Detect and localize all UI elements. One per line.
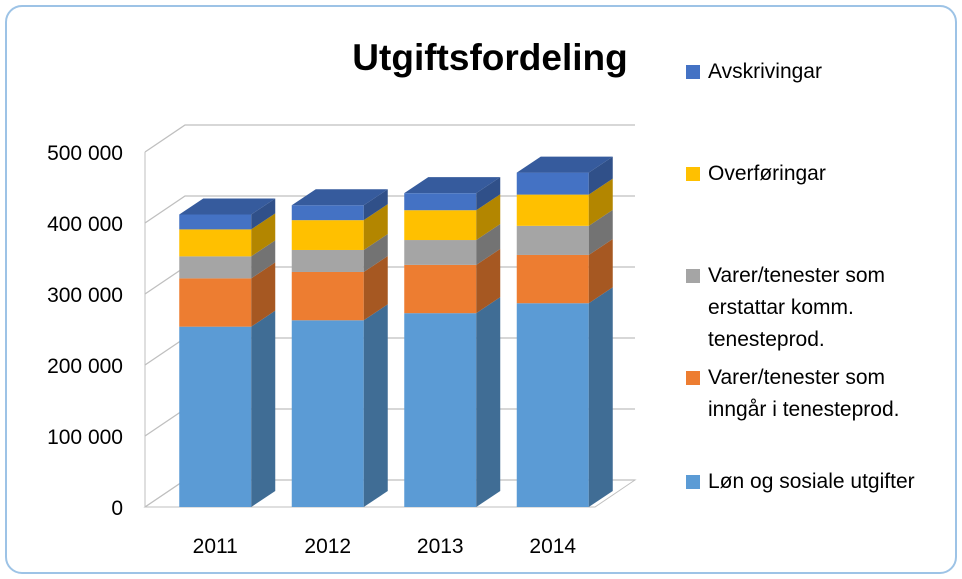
y-tick-label: 0	[111, 497, 123, 520]
legend-item: Overføringar	[686, 158, 923, 190]
bar-segment-side	[363, 204, 388, 250]
bar-segment	[179, 278, 252, 327]
y-tick-label: 500 000	[47, 142, 123, 165]
bar-top	[404, 177, 501, 194]
bar-top	[291, 189, 388, 206]
bar-segment	[516, 254, 589, 304]
bar-segment-side	[588, 156, 613, 195]
bar-segment-side	[363, 189, 388, 221]
bar-segment	[179, 214, 252, 230]
legend-item: Løn og sosiale utgifter	[686, 466, 962, 498]
x-tick-label: 2014	[529, 535, 576, 558]
bar-segment-side	[588, 238, 613, 304]
bar-top	[179, 198, 276, 215]
bar-segment-side	[588, 287, 613, 507]
bar-segment-side	[363, 304, 388, 507]
legend-item: Avskrivingar	[686, 56, 923, 88]
bar-segment-side	[588, 178, 613, 226]
y-tick-label: 200 000	[47, 355, 123, 378]
bar-segment-side	[476, 297, 501, 507]
legend-swatch	[686, 371, 700, 385]
legend-item: Varer/tenester som erstattar komm. tenes…	[686, 260, 923, 356]
bar-segment	[291, 220, 364, 250]
bar-segment	[516, 303, 589, 507]
bar-segment	[291, 249, 364, 272]
bar-segment	[291, 271, 364, 321]
bar-segment-side	[588, 209, 613, 255]
legend-label: Løn og sosiale utgifter	[708, 470, 915, 493]
legend-label: Avskrivingar	[708, 60, 822, 83]
x-tick-label: 2012	[304, 535, 351, 558]
bar-segment-side	[476, 248, 501, 314]
chart-title: Utgiftsfordeling	[352, 37, 627, 78]
legend-item: Varer/tenester som inngår i tenesteprod.	[686, 362, 923, 426]
bar-segment	[404, 210, 477, 241]
legend-swatch	[686, 167, 700, 181]
y-tick-label: 400 000	[47, 213, 123, 236]
bar-segment	[404, 313, 477, 507]
x-tick-label: 2011	[193, 535, 238, 558]
bar-segment-side	[251, 198, 276, 230]
bar-segment	[404, 193, 477, 211]
bar-segment	[291, 320, 364, 507]
bar-top	[516, 156, 613, 173]
legend-swatch	[686, 269, 700, 283]
legend-label: Varer/tenester som erstattar komm. tenes…	[708, 264, 886, 351]
bar-segment	[179, 229, 252, 257]
bar-segment	[291, 205, 364, 221]
bar-segment-side	[251, 213, 276, 257]
legend-label: Overføringar	[708, 162, 826, 185]
bar-segment-side	[476, 194, 501, 241]
bar-segment-side	[363, 233, 388, 272]
grid-line	[144, 124, 635, 153]
bar-segment-side	[251, 240, 276, 279]
bar-segment	[404, 240, 477, 265]
bar-segment-side	[363, 255, 388, 321]
bar-segment	[179, 326, 252, 507]
bar-segment-side	[476, 224, 501, 265]
bar-segment-side	[251, 310, 276, 507]
bar-segment	[404, 264, 477, 314]
x-tick-label: 2013	[417, 535, 464, 558]
bar-segment-side	[476, 177, 501, 211]
bar-segment-side	[251, 262, 276, 327]
legend-swatch	[686, 65, 700, 79]
y-tick-label: 100 000	[47, 426, 123, 449]
y-tick-label: 300 000	[47, 284, 123, 307]
bar-segment	[516, 225, 589, 255]
bar-segment	[179, 256, 252, 279]
bar-segment	[516, 172, 589, 195]
bar-segment	[516, 194, 589, 226]
legend-swatch	[686, 475, 700, 489]
legend-label: Varer/tenester som inngår i tenesteprod.	[708, 366, 900, 421]
